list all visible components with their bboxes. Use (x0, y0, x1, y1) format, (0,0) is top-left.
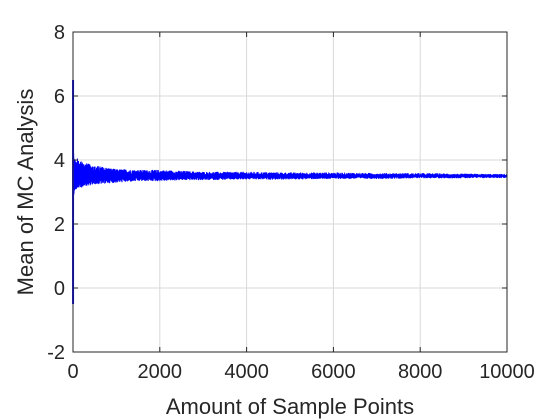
grid (73, 32, 507, 352)
ticks (72, 31, 508, 353)
x-tick-label: 8000 (398, 361, 443, 383)
axes-box (72, 31, 508, 353)
x-tick-label: 6000 (311, 361, 356, 383)
y-tick-label: -2 (47, 342, 65, 364)
x-axis-label: Amount of Sample Points (166, 394, 414, 419)
series-line (72, 104, 508, 300)
y-tick-label: 8 (54, 22, 65, 44)
y-tick-label: 2 (54, 214, 65, 236)
x-tick-label: 4000 (224, 361, 269, 383)
y-tick-label: 6 (54, 86, 65, 108)
x-tick-label: 0 (67, 361, 78, 383)
y-tick-label: 0 (54, 278, 65, 300)
plot-area (73, 32, 507, 352)
x-tick-label: 10000 (479, 361, 535, 383)
y-tick-label: 4 (54, 150, 65, 172)
y-axis-label: Mean of MC Analysis (13, 89, 38, 296)
x-tick-label: 2000 (138, 361, 183, 383)
